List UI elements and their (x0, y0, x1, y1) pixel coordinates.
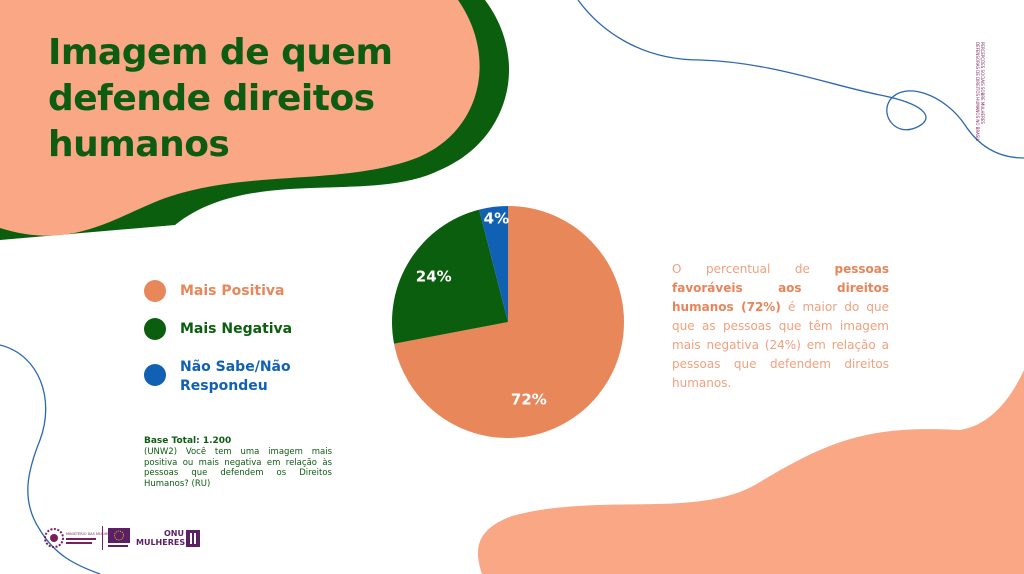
blue-line-top-right (577, 0, 1024, 159)
description-after: é maior do que que as pessoas que têm im… (672, 300, 889, 390)
base-question: (UNW2) Você tem uma imagem mais positiva… (144, 447, 332, 489)
peach-blob-top (0, 0, 480, 236)
base-note: Base Total: 1.200 (UNW2) Você tem uma im… (144, 435, 332, 489)
blue-line-bottom-left (0, 344, 101, 574)
side-note: PERCEPÇÕES SOCIAIS SOBRE MULHERES DEFENS… (975, 42, 985, 141)
eu-flag-logo (108, 528, 130, 547)
onu-mulheres-logo: ONU MULHERES (136, 529, 200, 547)
legend-dot-mais-positiva (144, 280, 166, 302)
legend-dot-mais-negativa (144, 318, 166, 340)
legend-item-mais-positiva: Mais Positiva (144, 280, 284, 302)
peach-blob-bottom (477, 370, 1024, 574)
legend-item-mais-negativa: Mais Negativa (144, 318, 292, 340)
ministerio-mulheres-logo: MINISTÉRIO DAS MULHERES (44, 528, 116, 548)
pie-label-72pct: 72% (511, 391, 547, 409)
pie-slice-n-o-sabe-n-o-respondeu (479, 206, 508, 322)
footer-divider (102, 526, 103, 550)
legend-label-mais-negativa: Mais Negativa (180, 320, 293, 337)
description: O percentual de pessoas favoráveis aos d… (672, 260, 889, 393)
legend-label-mais-positiva: Mais Positiva (180, 282, 285, 299)
svg-text:MULHERES: MULHERES (136, 538, 185, 547)
base-total: Base Total: 1.200 (144, 436, 232, 446)
page-title: Imagem de quem defende direitos humanos (48, 32, 393, 165)
svg-text:ONU: ONU (164, 529, 184, 538)
footer-logos: MINISTÉRIO DAS MULHERES ONU MULHERES (44, 526, 200, 550)
legend-dot-nao-sabe (144, 364, 166, 386)
pie-slice-mais-negativa (392, 209, 508, 344)
legend-label-nao-sabe: Não Sabe/Não Respondeu (180, 359, 291, 394)
pie-label-4pct: 4% (484, 210, 509, 228)
svg-text:MINISTÉRIO DAS MULHERES: MINISTÉRIO DAS MULHERES (66, 531, 116, 536)
pie-label-24pct: 24% (416, 268, 452, 286)
description-highlight: pessoas favoráveis aos direitos humanos … (672, 262, 889, 314)
pie-slice-mais-positiva (394, 206, 624, 438)
legend-item-nao-sabe: Não Sabe/Não Respondeu (144, 358, 300, 396)
description-before: O percentual de (672, 262, 810, 276)
